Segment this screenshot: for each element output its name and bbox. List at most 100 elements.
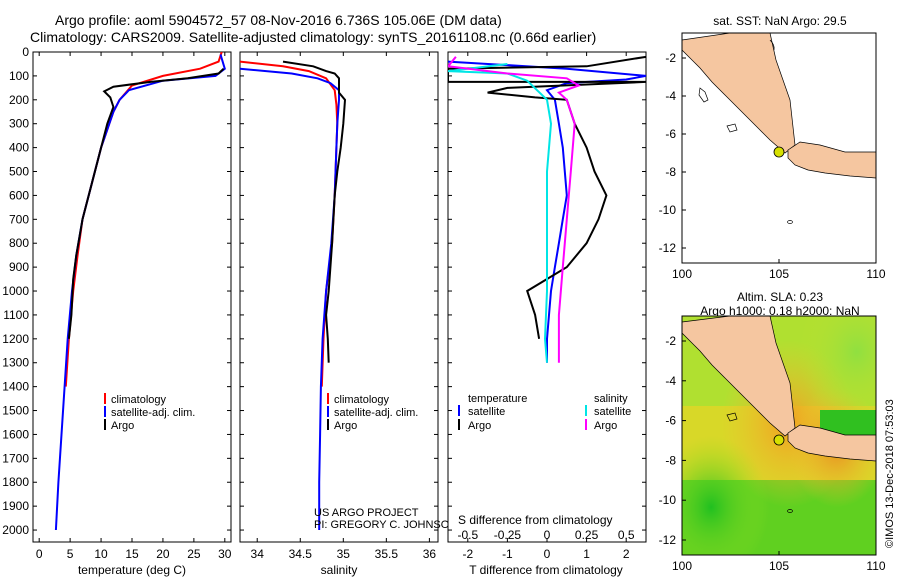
imos-credit: ©IMOS 13-Dec-2018 07:53:03 bbox=[884, 399, 896, 548]
difference-legend: temperature satellite Argo salinity sate… bbox=[458, 393, 631, 432]
legend-climatology-label: climatology bbox=[111, 394, 167, 406]
map-y-tick-label: -10 bbox=[659, 493, 677, 507]
y-tick-label: 2000 bbox=[2, 523, 29, 537]
x-tick-label: 10 bbox=[94, 547, 108, 561]
y-tick-label: 1900 bbox=[2, 499, 29, 513]
map-y-tick-label: -4 bbox=[665, 374, 676, 388]
legend-temp-satellite-label: satellite bbox=[468, 406, 505, 418]
y-tick-label: 100 bbox=[9, 69, 29, 83]
legend-swatch bbox=[327, 406, 329, 417]
s-diff-tick-label: 0.25 bbox=[575, 528, 599, 542]
y-tick-label: 1800 bbox=[2, 475, 29, 489]
y-tick-label: 1100 bbox=[3, 308, 29, 322]
y-tick-label: 0 bbox=[22, 45, 29, 59]
legend-salinity-title: salinity bbox=[594, 393, 628, 405]
y-tick-label: 1000 bbox=[2, 284, 29, 298]
legend-argo-label: Argo bbox=[111, 420, 134, 432]
legend-sal-argo-swatch bbox=[585, 419, 587, 430]
map-x-tick-label: 100 bbox=[672, 267, 692, 281]
legend-satellite-label: satellite-adj. clim. bbox=[334, 407, 418, 419]
map-y-tick-label: -12 bbox=[659, 241, 677, 255]
island-outline bbox=[698, 87, 709, 103]
christmas-island-outline bbox=[787, 220, 793, 224]
island-outline bbox=[726, 123, 738, 133]
x-tick-label: 20 bbox=[156, 547, 170, 561]
legend-swatch bbox=[104, 406, 106, 417]
y-tick-label: 800 bbox=[9, 236, 29, 250]
y-tick-label: 1600 bbox=[2, 427, 29, 441]
argo-location-marker bbox=[773, 434, 785, 446]
y-tick-label: 600 bbox=[9, 188, 29, 202]
x-tick-label: 0 bbox=[36, 547, 43, 561]
difference-panel: -2 -1 0 1 2 -0.5 -0.25 0 0.25 0.5 temperature sat… bbox=[447, 51, 647, 577]
sla-map-title1: Altim. SLA: 0.23 bbox=[737, 290, 823, 304]
sla-map: Altim. SLA: 0.23 Argo h1000: 0.18 h2000:… bbox=[659, 290, 886, 573]
y-tick-label: 500 bbox=[9, 165, 29, 179]
s-difference-label: S difference from climatology bbox=[458, 513, 613, 527]
legend-sal-satellite-label: satellite bbox=[594, 406, 631, 418]
map-x-tick-label: 110 bbox=[866, 559, 885, 573]
y-tick-label: 200 bbox=[9, 93, 29, 107]
pi-credit: PI: GREGORY C. JOHNSON bbox=[314, 519, 457, 531]
series-line-temperature-satellite bbox=[448, 60, 646, 363]
x-tick-label: 2 bbox=[623, 547, 630, 561]
map-y-tick-label: -12 bbox=[659, 533, 677, 547]
x-tick-label: 1 bbox=[583, 547, 590, 561]
sumatra-land bbox=[682, 316, 796, 437]
legend-temp-satellite-swatch bbox=[458, 405, 460, 416]
legend-temp-argo-label: Argo bbox=[468, 420, 491, 432]
temperature-plot-frame bbox=[32, 51, 232, 543]
x-tick-label: 35.5 bbox=[375, 547, 399, 561]
x-tick-label: 34.5 bbox=[289, 547, 313, 561]
y-tick-label: 300 bbox=[9, 117, 29, 131]
x-tick-label: -2 bbox=[462, 547, 473, 561]
legend-argo-label: Argo bbox=[334, 420, 357, 432]
map-y-tick-label: -8 bbox=[665, 165, 676, 179]
legend-satellite-label: satellite-adj. clim. bbox=[111, 407, 195, 419]
map-y-tick-label: -8 bbox=[665, 453, 676, 467]
legend-temperature-title: temperature bbox=[468, 393, 527, 405]
series-line-salinity-satellite bbox=[448, 63, 553, 363]
temperature-panel: 0100200300400500600700800900100011001200… bbox=[2, 45, 232, 577]
legend-swatch bbox=[327, 419, 329, 430]
map-x-tick-label: 105 bbox=[769, 267, 789, 281]
t-difference-xlabel: T difference from climatology bbox=[469, 563, 623, 577]
legend-temp-argo-swatch bbox=[458, 419, 460, 430]
x-tick-label: 34 bbox=[251, 547, 265, 561]
x-tick-label: 15 bbox=[125, 547, 139, 561]
y-tick-label: 1300 bbox=[2, 356, 29, 370]
project-credit: US ARGO PROJECT bbox=[314, 507, 419, 519]
argo-location-marker bbox=[773, 146, 785, 158]
x-tick-label: 35 bbox=[337, 547, 351, 561]
legend-climatology-label: climatology bbox=[334, 394, 390, 406]
sst-map: sat. SST: NaN Argo: 29.5 -2 -4 -6 -8 -10 -12 1… bbox=[659, 14, 886, 281]
series-line-salinity-argo bbox=[448, 56, 582, 363]
y-tick-label: 900 bbox=[9, 260, 29, 274]
salinity-legend: climatology satellite-adj. clim. Argo bbox=[334, 394, 418, 432]
map-x-tick-label: 105 bbox=[769, 559, 789, 573]
legend-swatch bbox=[327, 393, 329, 404]
x-tick-label: 25 bbox=[187, 547, 201, 561]
y-tick-label: 1400 bbox=[2, 380, 29, 394]
x-tick-label: 0 bbox=[544, 547, 551, 561]
series-line-argo bbox=[282, 60, 347, 363]
figure-title-line1: Argo profile: aoml 5904572_57 08-Nov-201… bbox=[55, 12, 502, 28]
map-x-tick-label: 100 bbox=[672, 559, 692, 573]
java-land bbox=[787, 141, 876, 179]
map-y-tick-label: -6 bbox=[665, 414, 676, 428]
x-tick-label: 36 bbox=[423, 547, 437, 561]
y-tick-label: 700 bbox=[9, 212, 29, 226]
y-tick-label: 1700 bbox=[2, 451, 29, 465]
y-tick-label: 1500 bbox=[2, 404, 29, 418]
salinity-panel: 34 34.5 35 35.5 36 climatology satellite-adj… bbox=[239, 51, 457, 577]
legend-sal-argo-label: Argo bbox=[594, 420, 617, 432]
temperature-legend: climatology satellite-adj. clim. Argo bbox=[111, 394, 195, 432]
sla-map-title2: Argo h1000: 0.18 h2000: NaN bbox=[700, 304, 859, 318]
map-x-tick-label: 110 bbox=[866, 267, 885, 281]
salinity-xlabel: salinity bbox=[321, 563, 358, 577]
x-tick-label: 5 bbox=[67, 547, 74, 561]
legend-sal-satellite-swatch bbox=[585, 405, 587, 416]
map-y-tick-label: -10 bbox=[659, 203, 677, 217]
s-diff-tick-label: -0.5 bbox=[457, 528, 478, 542]
